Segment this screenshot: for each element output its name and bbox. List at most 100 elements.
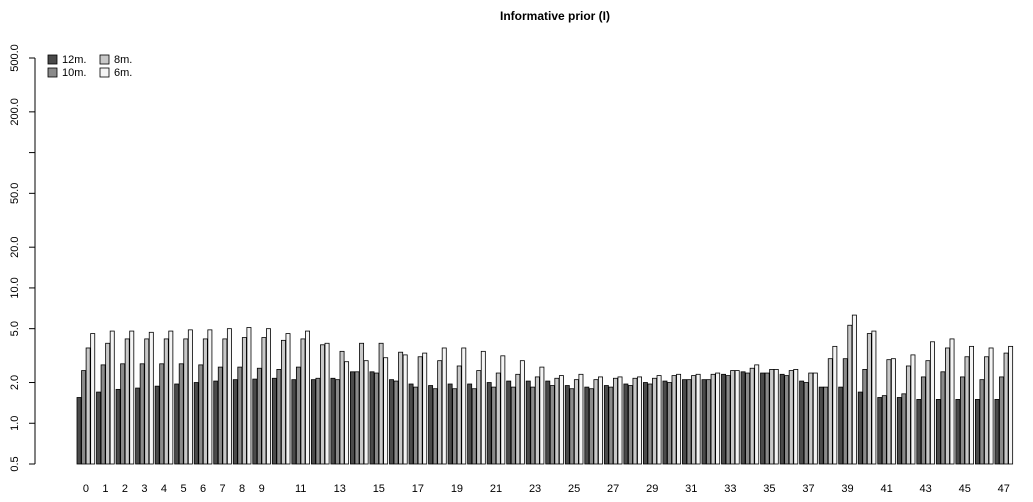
bar — [686, 379, 692, 465]
bar — [808, 372, 814, 465]
x-tick-label: 9 — [259, 483, 265, 495]
bar — [667, 382, 672, 465]
x-tick-label: 5 — [180, 483, 186, 495]
bar — [964, 356, 970, 465]
bar — [383, 357, 389, 465]
bar-group — [389, 351, 408, 465]
bar — [276, 369, 282, 465]
bar-group — [974, 347, 994, 465]
bar — [588, 388, 594, 465]
bar — [764, 372, 770, 465]
bar — [232, 379, 238, 465]
bar — [437, 360, 443, 465]
bar — [335, 379, 340, 465]
bar — [320, 344, 325, 465]
bar — [213, 380, 219, 465]
bar-group — [838, 314, 857, 465]
bar — [519, 360, 525, 465]
x-axis-tick-labels: 0 1 2 3 4 5 6 7 8 9 11 13 15 17 19 21 23 25 27 29 31 33 35 37 39… — [83, 483, 1010, 495]
bar — [389, 379, 394, 465]
bar — [413, 386, 419, 465]
bar — [749, 367, 755, 465]
bar — [871, 330, 877, 465]
bar — [178, 363, 184, 465]
bar — [999, 376, 1004, 465]
x-tick-label: 0 — [83, 483, 89, 495]
bar-group — [447, 347, 467, 465]
bar — [642, 382, 648, 465]
bar-group — [799, 372, 818, 465]
bar — [154, 385, 160, 465]
x-tick-label: 37 — [802, 483, 814, 495]
bar — [656, 375, 662, 465]
bar — [662, 380, 668, 465]
y-tick-label: 50.0 — [9, 183, 21, 204]
bar — [925, 360, 931, 465]
bar-group — [603, 376, 623, 465]
legend-label: 10m. — [62, 67, 86, 79]
bar — [246, 327, 252, 465]
bar — [901, 393, 907, 465]
bar-group — [369, 342, 389, 465]
bar — [344, 361, 350, 465]
bar — [202, 338, 208, 465]
bar — [398, 351, 404, 465]
bar — [393, 380, 399, 465]
bar — [881, 395, 887, 465]
bar-group — [213, 328, 232, 465]
bar — [886, 359, 892, 465]
bar-group — [76, 333, 96, 465]
bar — [862, 369, 868, 465]
bar — [608, 386, 614, 465]
legend-swatch — [99, 67, 110, 78]
bar — [949, 338, 955, 465]
bar-group — [232, 327, 252, 465]
bar — [773, 369, 779, 465]
x-tick-label: 47 — [998, 483, 1010, 495]
legend-item: 12m. — [47, 54, 86, 66]
bar — [120, 363, 126, 465]
bar — [115, 388, 121, 465]
bar — [129, 330, 135, 465]
bar — [740, 371, 746, 465]
x-tick-label: 31 — [685, 483, 697, 495]
bar — [135, 387, 141, 465]
bar — [896, 397, 902, 465]
x-tick-label: 17 — [412, 483, 424, 495]
bar — [295, 366, 301, 465]
bar-group — [662, 373, 682, 465]
y-tick-label: 0.5 — [9, 456, 21, 471]
bar — [159, 363, 165, 465]
bar — [363, 360, 369, 465]
bar — [500, 355, 506, 465]
bar — [652, 377, 657, 465]
bar — [847, 324, 853, 465]
bar — [163, 338, 169, 465]
bar — [471, 388, 477, 465]
bar — [222, 338, 228, 465]
y-tick-label: 1.0 — [9, 416, 21, 431]
bar — [476, 370, 482, 465]
bar — [515, 373, 521, 465]
bar — [81, 370, 87, 465]
bar — [676, 373, 682, 465]
bar — [237, 366, 243, 465]
bar — [241, 337, 247, 465]
bar — [467, 383, 473, 465]
bar-group — [193, 329, 213, 465]
bar — [730, 370, 736, 465]
bar — [706, 379, 712, 465]
bar — [369, 371, 375, 465]
bar — [803, 382, 809, 465]
bar — [193, 382, 199, 465]
bar — [617, 376, 623, 465]
bar — [354, 371, 360, 465]
bar-group — [877, 358, 896, 465]
bar — [207, 329, 213, 465]
bar — [632, 377, 638, 465]
bar — [144, 338, 150, 465]
bar — [256, 367, 262, 465]
bar — [569, 388, 575, 465]
bar — [480, 350, 486, 465]
bar-group — [291, 330, 310, 465]
